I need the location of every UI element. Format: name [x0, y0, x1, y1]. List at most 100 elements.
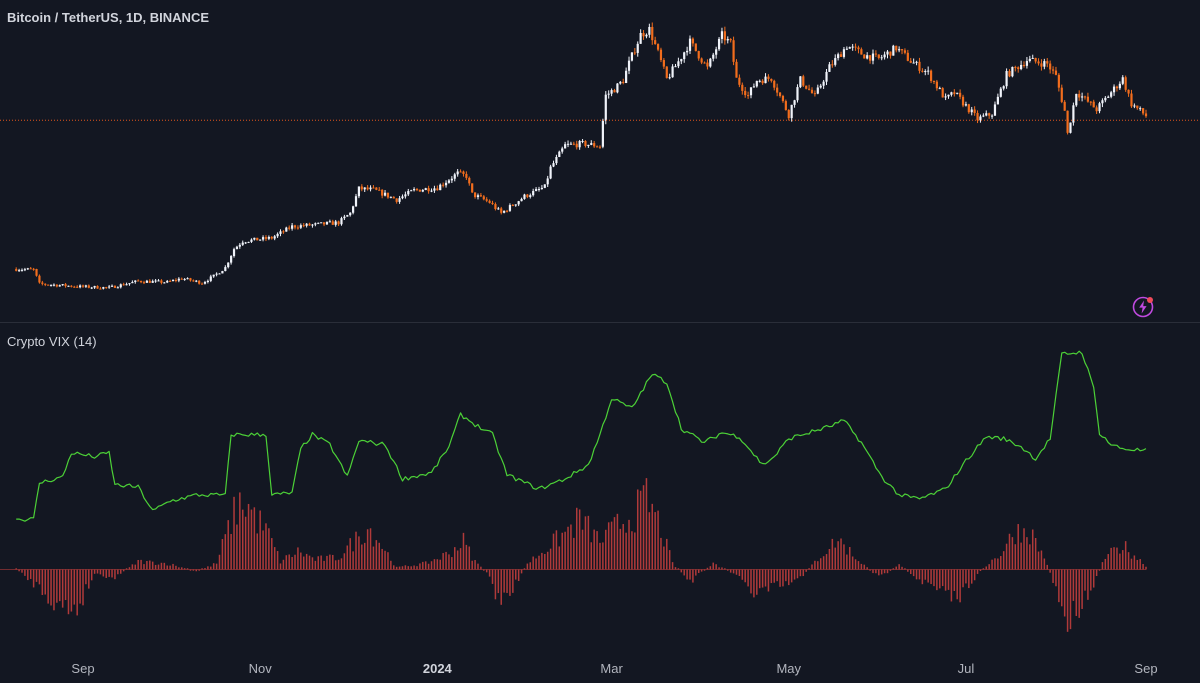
histogram-bar	[477, 563, 479, 570]
candle	[961, 94, 965, 108]
candle	[575, 140, 578, 150]
histogram-bar	[122, 569, 125, 572]
histogram-bar	[88, 569, 90, 589]
candle	[688, 35, 692, 54]
candle-body	[761, 80, 764, 84]
histogram-bar	[788, 569, 790, 586]
candle	[967, 103, 970, 114]
candle-body	[654, 40, 657, 45]
histogram-bar	[880, 569, 883, 575]
histogram-bar	[552, 533, 555, 570]
candle	[877, 54, 880, 60]
candle-body	[44, 283, 47, 285]
candle-body	[961, 96, 965, 106]
candle	[471, 183, 474, 194]
candle	[665, 66, 668, 79]
candle-body	[537, 188, 541, 190]
histogram-bar	[982, 568, 985, 570]
histogram-bar	[515, 569, 517, 580]
histogram-bar	[349, 538, 351, 570]
histogram-bar	[1052, 569, 1054, 583]
histogram-bar	[654, 512, 656, 570]
candle	[264, 235, 268, 242]
candle-body	[311, 224, 314, 226]
candle	[1008, 69, 1011, 78]
candle-body	[816, 87, 819, 94]
histogram-bar	[1142, 563, 1144, 570]
candle	[697, 50, 700, 61]
candle-body	[871, 53, 875, 61]
candle	[691, 37, 695, 47]
candle	[296, 225, 300, 230]
histogram-bar	[334, 560, 337, 570]
candle-body	[412, 189, 416, 191]
candle-body	[874, 53, 877, 55]
histogram-bar	[837, 541, 839, 570]
histogram-bar	[544, 554, 546, 570]
histogram-bar	[840, 538, 842, 570]
histogram-bar	[968, 569, 970, 589]
histogram-bar	[224, 534, 227, 570]
candle	[439, 183, 442, 191]
histogram-bar	[599, 542, 601, 570]
candle	[462, 170, 465, 177]
candle-body	[1081, 96, 1084, 98]
histogram-bar	[241, 509, 244, 570]
candle-body	[462, 171, 465, 174]
candle-body	[285, 227, 288, 232]
histogram-bar	[520, 569, 523, 574]
histogram-bar	[1127, 552, 1130, 570]
candle	[1060, 84, 1063, 104]
candle-body	[912, 62, 915, 64]
candle	[630, 52, 634, 62]
histogram-bar	[712, 562, 714, 570]
histogram-bar	[332, 554, 334, 570]
candle-body	[970, 109, 973, 113]
candle	[773, 79, 776, 91]
candle-body	[26, 268, 29, 270]
histogram-bar	[674, 567, 677, 570]
histogram-bar	[776, 569, 778, 582]
candle-body	[999, 88, 1002, 97]
candle	[285, 226, 288, 232]
histogram-bar	[883, 569, 886, 574]
histogram-bar	[157, 564, 160, 570]
candle	[805, 85, 808, 90]
histogram-bar	[846, 554, 848, 570]
candle-body	[453, 174, 456, 179]
candle	[839, 51, 843, 57]
histogram-bar	[834, 547, 836, 570]
histogram-bar	[549, 548, 552, 570]
histogram-bar	[375, 540, 378, 570]
histogram-bar	[944, 569, 947, 591]
lightning-alert-icon[interactable]	[1131, 295, 1155, 319]
candle	[1101, 98, 1104, 108]
candle	[950, 91, 953, 97]
candle	[122, 282, 125, 286]
candle-body	[232, 249, 236, 257]
candle-body	[1022, 64, 1026, 66]
candle	[116, 286, 119, 289]
candle-body	[1075, 93, 1078, 106]
candle	[677, 57, 680, 69]
histogram-bar	[645, 478, 648, 570]
candle	[267, 235, 270, 241]
candle	[357, 186, 361, 199]
histogram-bar	[59, 569, 61, 602]
candle-body	[543, 184, 546, 188]
histogram-bar	[1011, 537, 1014, 570]
candle-body	[886, 51, 889, 55]
histogram-bar	[822, 556, 825, 570]
candle-body	[189, 278, 192, 281]
histogram-bar	[454, 547, 456, 570]
candle-body	[174, 279, 178, 281]
candle-body	[1069, 122, 1072, 133]
candle-body	[511, 205, 514, 207]
candle-body	[1066, 110, 1069, 133]
histogram-bar	[125, 568, 128, 570]
histogram-bar	[329, 554, 331, 570]
histogram-bar	[291, 557, 293, 570]
histogram-bar	[398, 566, 401, 570]
candle-body	[183, 279, 186, 281]
